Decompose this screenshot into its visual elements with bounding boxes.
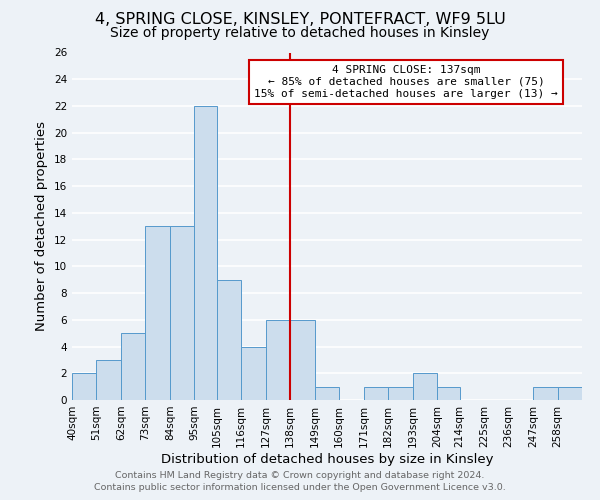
- Bar: [217, 280, 241, 400]
- Bar: [315, 386, 339, 400]
- X-axis label: Distribution of detached houses by size in Kinsley: Distribution of detached houses by size …: [161, 452, 493, 466]
- Bar: [388, 386, 413, 400]
- Bar: [290, 320, 315, 400]
- Bar: [72, 374, 97, 400]
- Bar: [266, 320, 290, 400]
- Y-axis label: Number of detached properties: Number of detached properties: [35, 121, 49, 331]
- Bar: [557, 386, 582, 400]
- Text: Contains HM Land Registry data © Crown copyright and database right 2024.
Contai: Contains HM Land Registry data © Crown c…: [94, 471, 506, 492]
- Bar: [533, 386, 557, 400]
- Text: 4 SPRING CLOSE: 137sqm
← 85% of detached houses are smaller (75)
15% of semi-det: 4 SPRING CLOSE: 137sqm ← 85% of detached…: [254, 66, 558, 98]
- Bar: [194, 106, 217, 400]
- Text: 4, SPRING CLOSE, KINSLEY, PONTEFRACT, WF9 5LU: 4, SPRING CLOSE, KINSLEY, PONTEFRACT, WF…: [95, 12, 505, 28]
- Text: Size of property relative to detached houses in Kinsley: Size of property relative to detached ho…: [110, 26, 490, 40]
- Bar: [241, 346, 266, 400]
- Bar: [437, 386, 460, 400]
- Bar: [97, 360, 121, 400]
- Bar: [121, 333, 145, 400]
- Bar: [170, 226, 194, 400]
- Bar: [364, 386, 388, 400]
- Bar: [145, 226, 170, 400]
- Bar: [413, 374, 437, 400]
